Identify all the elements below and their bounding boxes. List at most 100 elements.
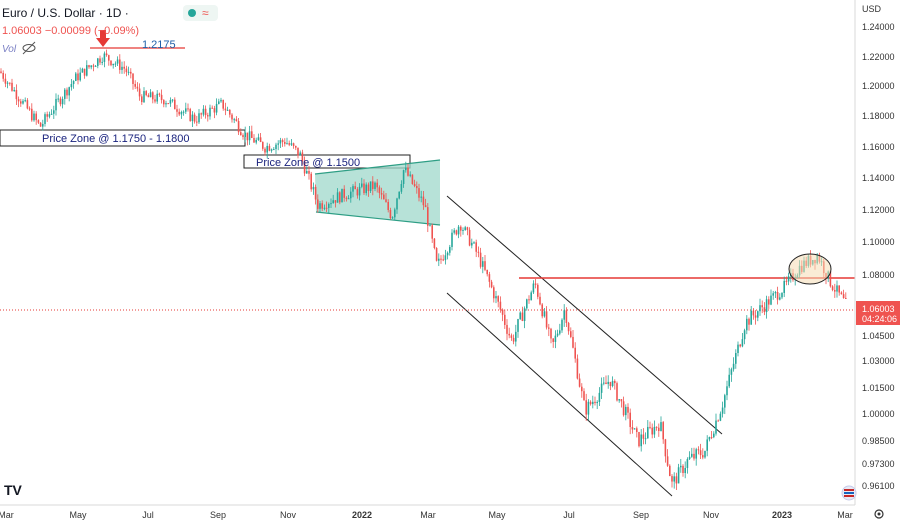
- candle-body: [831, 286, 834, 291]
- candle-body: [13, 89, 15, 91]
- candle-body: [59, 98, 62, 105]
- candle-body: [565, 310, 568, 323]
- highlight-circle[interactable]: [788, 253, 832, 285]
- tradingview-logo[interactable]: TV: [4, 482, 23, 498]
- channel-lower-line[interactable]: [446, 292, 673, 497]
- symbol-title[interactable]: Euro / U.S. Dollar · 1D ·: [2, 6, 129, 20]
- candle-body: [402, 170, 405, 184]
- candle-body: [717, 420, 719, 422]
- eye-off-icon[interactable]: [22, 41, 36, 55]
- candle-body: [466, 227, 469, 230]
- candle-body: [488, 274, 491, 282]
- candle-body: [647, 426, 649, 439]
- candle-body: [460, 226, 462, 231]
- candle-body: [163, 100, 165, 105]
- peak-arrow-icon[interactable]: [96, 38, 110, 47]
- candle-body: [471, 242, 473, 246]
- candle-body: [44, 114, 46, 124]
- candle-body: [592, 401, 594, 405]
- candle-body: [449, 246, 451, 253]
- candle-body: [114, 63, 117, 65]
- vol-label[interactable]: Vol: [2, 44, 17, 55]
- candle-body: [666, 456, 669, 466]
- candle-body: [108, 55, 110, 61]
- candle-body: [735, 352, 737, 364]
- price-tick-label: 1.01500: [862, 383, 895, 393]
- candle-body: [704, 450, 706, 458]
- price-axis[interactable]: USD 1.24000 1.22000 1.20000 1.18000 1.16000 1…: [854, 0, 900, 505]
- candle-body: [581, 386, 583, 392]
- candle-body: [235, 119, 238, 122]
- candle-body: [418, 188, 420, 198]
- candle-body: [405, 167, 407, 171]
- market-status-button[interactable]: ≈: [183, 5, 218, 21]
- candle-body: [783, 280, 785, 293]
- candle-body: [845, 297, 847, 299]
- candle-body: [253, 137, 255, 143]
- candle-body: [66, 89, 68, 96]
- candle-body: [347, 198, 350, 200]
- candle-body: [567, 322, 570, 332]
- candle-body: [607, 381, 609, 385]
- plot-area[interactable]: [0, 0, 855, 505]
- candle-body: [768, 299, 770, 305]
- candles-group[interactable]: [0, 49, 847, 490]
- candle-body: [11, 82, 13, 91]
- candle-body: [325, 207, 328, 209]
- candle-body: [358, 186, 361, 196]
- candle-body: [246, 132, 249, 141]
- candle-body: [721, 407, 724, 414]
- candle-body: [345, 197, 348, 199]
- candle-body: [420, 196, 422, 198]
- candle-body: [42, 123, 44, 127]
- price-tick-label: 1.22000: [862, 52, 895, 62]
- candle-body: [759, 305, 761, 312]
- candle-body: [479, 252, 482, 267]
- candle-body: [453, 230, 455, 233]
- candle-body: [673, 476, 675, 482]
- candle-body: [319, 203, 321, 209]
- candle-body: [455, 230, 458, 235]
- candle-body: [642, 434, 645, 439]
- price-zone-2-box[interactable]: [243, 154, 411, 169]
- candle-body: [730, 369, 733, 375]
- candle-body: [226, 109, 229, 111]
- candle-body: [603, 382, 605, 384]
- candle-body: [779, 297, 781, 300]
- candle-body: [526, 299, 528, 309]
- channel-upper-line[interactable]: [446, 195, 723, 435]
- flag-icon[interactable]: [841, 485, 857, 501]
- candle-body: [306, 170, 308, 174]
- flag-lower-line[interactable]: [315, 211, 441, 226]
- peak-arrow-stem: [100, 30, 106, 39]
- candle-body: [695, 449, 697, 459]
- candle-body: [517, 319, 519, 332]
- candle-body: [130, 71, 132, 74]
- candle-body: [116, 59, 119, 64]
- time-axis[interactable]: Mar May Jul Sep Nov 2022 Mar May Jul Sep Nov 2023 Ma…: [0, 504, 855, 520]
- candle-body: [24, 100, 26, 102]
- candle-body: [534, 283, 537, 285]
- flag-upper-line[interactable]: [314, 159, 441, 175]
- candle-body: [688, 456, 691, 460]
- candle-body: [416, 186, 418, 189]
- candle-body: [61, 98, 64, 105]
- candle-body: [836, 285, 838, 292]
- candle-body: [240, 132, 242, 136]
- candle-body: [631, 427, 634, 430]
- candle-body: [218, 101, 220, 104]
- price-tick-label: 1.18000: [862, 111, 895, 121]
- candle-body: [55, 98, 57, 111]
- candle-body: [556, 333, 559, 336]
- candle-body: [354, 186, 356, 190]
- candle-body: [189, 109, 191, 122]
- candle-body: [594, 401, 596, 404]
- candle-body: [134, 83, 136, 87]
- settings-gear-icon[interactable]: [874, 509, 884, 519]
- candle-body: [829, 271, 832, 287]
- candle-body: [97, 58, 99, 66]
- price-tick-label: 1.12000: [862, 205, 895, 215]
- candle-body: [6, 82, 9, 84]
